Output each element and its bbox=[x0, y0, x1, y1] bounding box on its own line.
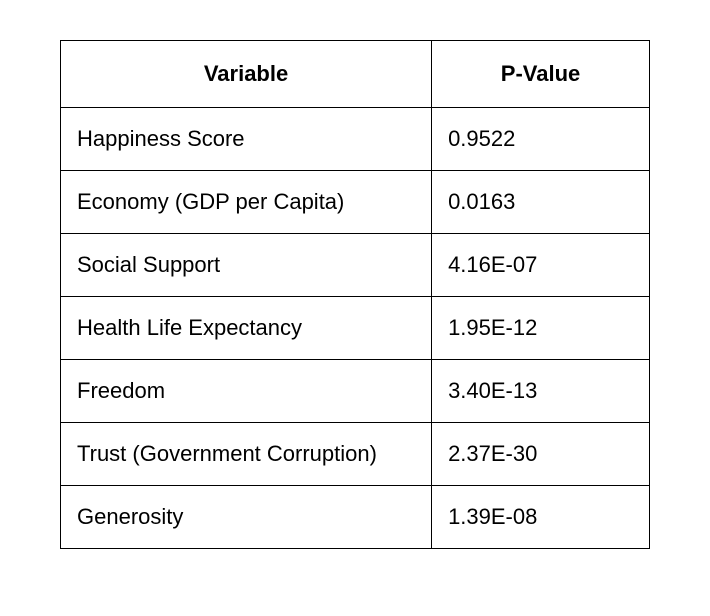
cell-variable: Health Life Expectancy bbox=[61, 297, 432, 360]
table-header-row: Variable P-Value bbox=[61, 41, 650, 108]
cell-variable: Economy (GDP per Capita) bbox=[61, 171, 432, 234]
table-row: Health Life Expectancy 1.95E-12 bbox=[61, 297, 650, 360]
column-header-pvalue: P-Value bbox=[432, 41, 650, 108]
cell-pvalue: 3.40E-13 bbox=[432, 360, 650, 423]
table-row: Social Support 4.16E-07 bbox=[61, 234, 650, 297]
pvalue-table: Variable P-Value Happiness Score 0.9522 … bbox=[60, 40, 650, 549]
table-row: Happiness Score 0.9522 bbox=[61, 108, 650, 171]
table-row: Trust (Government Corruption) 2.37E-30 bbox=[61, 423, 650, 486]
cell-variable: Trust (Government Corruption) bbox=[61, 423, 432, 486]
cell-variable: Happiness Score bbox=[61, 108, 432, 171]
table-row: Freedom 3.40E-13 bbox=[61, 360, 650, 423]
table-row: Generosity 1.39E-08 bbox=[61, 486, 650, 549]
cell-variable: Social Support bbox=[61, 234, 432, 297]
cell-variable: Generosity bbox=[61, 486, 432, 549]
cell-pvalue: 0.0163 bbox=[432, 171, 650, 234]
table-row: Economy (GDP per Capita) 0.0163 bbox=[61, 171, 650, 234]
cell-variable: Freedom bbox=[61, 360, 432, 423]
cell-pvalue: 1.95E-12 bbox=[432, 297, 650, 360]
column-header-variable: Variable bbox=[61, 41, 432, 108]
cell-pvalue: 0.9522 bbox=[432, 108, 650, 171]
cell-pvalue: 2.37E-30 bbox=[432, 423, 650, 486]
cell-pvalue: 4.16E-07 bbox=[432, 234, 650, 297]
cell-pvalue: 1.39E-08 bbox=[432, 486, 650, 549]
